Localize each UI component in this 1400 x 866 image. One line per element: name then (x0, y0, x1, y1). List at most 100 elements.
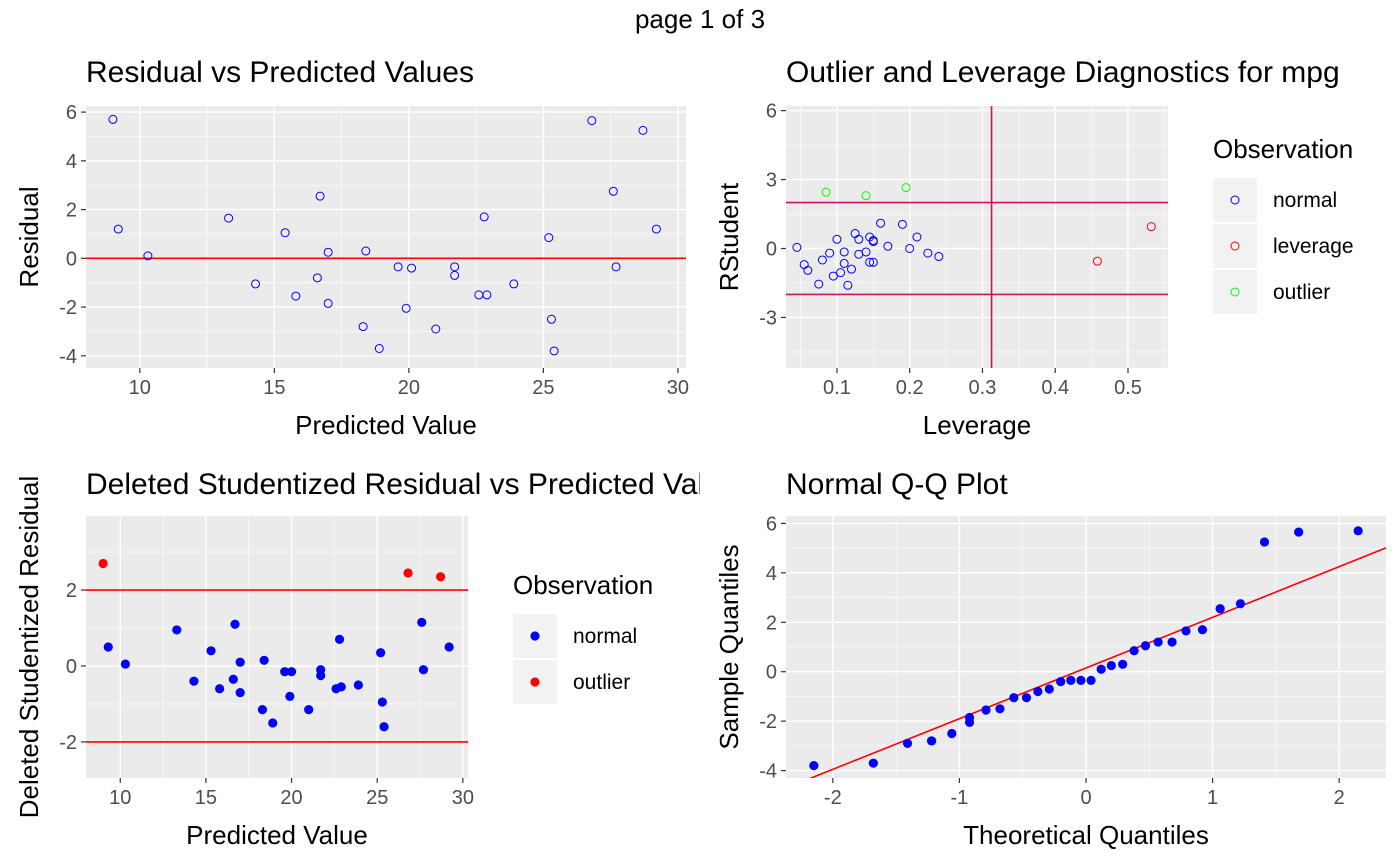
data-point (450, 270, 460, 280)
y-tick-label: 4 (66, 151, 77, 173)
normal-qq-chart: Normal Q-Q Plot -2 -1 0 1 2 -4 -2 0 2 4 6 Theoretica… (714, 468, 1386, 850)
chart-title: Residual vs Predicted Values (86, 56, 474, 89)
data-point-normal (876, 218, 886, 228)
x-axis-label: Predicted Value (186, 820, 368, 850)
data-point (1021, 693, 1032, 703)
data-point-normal (912, 232, 922, 242)
data-point-normal (883, 241, 893, 251)
y-tick-label: 3 (766, 170, 777, 192)
chart-title: Outlier and Leverage Diagnostics for mpg (786, 56, 1340, 89)
data-point (1009, 693, 1019, 703)
legend: Observation normal outlier (513, 570, 653, 704)
data-point-normal (228, 674, 238, 684)
page-title: page 1 of 3 (634, 4, 766, 34)
data-point-normal (417, 617, 427, 627)
data-point-normal (836, 268, 846, 278)
data-point-normal (230, 619, 240, 629)
data-point (1044, 684, 1054, 694)
data-point-normal (376, 648, 386, 658)
data-point (608, 186, 618, 196)
data-point-normal (868, 235, 878, 245)
legend-marker-outlier (530, 677, 540, 687)
x-tick-label: 30 (667, 377, 689, 399)
data-point-outlier (901, 183, 911, 193)
data-point-normal (923, 248, 933, 258)
data-point-normal (792, 242, 802, 252)
data-point (291, 291, 301, 301)
data-point (361, 246, 371, 256)
x-tick-label: 20 (280, 787, 302, 809)
legend-key (1213, 178, 1257, 222)
data-point-normal (897, 219, 907, 229)
legend: Observation normal leverage outlier (1213, 134, 1354, 314)
data-point-leverage (1092, 256, 1102, 266)
data-point-normal (868, 257, 878, 267)
data-point-normal (846, 264, 856, 274)
qq-reference-line (809, 547, 1386, 778)
data-point (323, 247, 333, 257)
legend-label-normal: normal (573, 625, 637, 648)
data-point (374, 344, 384, 354)
x-tick-label: 25 (532, 377, 554, 399)
x-tick-label: 0.2 (896, 377, 924, 399)
data-point-normal (215, 684, 225, 694)
data-point-normal (285, 691, 295, 701)
x-tick-label: 25 (366, 787, 388, 809)
data-point (113, 224, 123, 234)
data-point (1167, 637, 1177, 647)
data-point-normal (444, 642, 454, 652)
plot-panel (86, 106, 686, 368)
data-point (312, 273, 322, 283)
x-axis-label: Theoretical Quantiles (963, 820, 1209, 850)
data-point-normal (817, 255, 827, 265)
x-tick-label: 0.1 (823, 377, 851, 399)
x-tick-label: 10 (129, 377, 151, 399)
data-point-normal (280, 667, 290, 677)
x-tick-label: -2 (824, 787, 842, 809)
y-axis-label: Sample Quantiles (714, 544, 744, 749)
data-point-normal (235, 657, 245, 667)
y-tick-label: 0 (766, 662, 777, 684)
data-point-normal (286, 667, 297, 677)
y-axis-label: Deleted Studentized Residual (14, 476, 44, 819)
y-tick-label: 0 (66, 248, 77, 270)
data-point-normal (304, 705, 314, 715)
data-point (479, 212, 489, 222)
data-point (1033, 686, 1043, 697)
plot-panel (86, 516, 468, 778)
data-point (1235, 599, 1246, 609)
data-point-normal (865, 257, 875, 267)
x-axis-label: Leverage (923, 410, 1031, 440)
data-point-normal (172, 625, 182, 635)
legend-title: Observation (1213, 134, 1353, 164)
data-point-normal (839, 258, 849, 268)
data-point-outlier (403, 568, 413, 578)
legend-key (1213, 270, 1257, 314)
data-point (1096, 664, 1106, 674)
data-point (546, 314, 556, 324)
data-point-normal (861, 247, 871, 257)
data-point (224, 213, 234, 223)
data-point (902, 738, 913, 748)
data-point (280, 228, 290, 238)
data-point (509, 279, 519, 289)
data-point (1294, 527, 1304, 537)
data-point-outlier (435, 572, 446, 582)
x-tick-label: 0.5 (1114, 377, 1142, 399)
data-point (981, 705, 991, 715)
data-point-normal (206, 646, 216, 656)
data-point-normal (832, 234, 842, 244)
data-point (431, 324, 441, 334)
y-tick-label: 0 (766, 238, 777, 260)
data-point (482, 290, 492, 300)
data-point-outlier (821, 187, 831, 197)
y-tick-label: 0 (66, 656, 77, 678)
data-point (587, 116, 597, 126)
data-point-normal (905, 243, 915, 253)
data-point-outlier (861, 191, 871, 201)
data-point (611, 262, 621, 272)
data-point (964, 712, 975, 723)
data-point-normal (257, 705, 268, 715)
data-point-normal (120, 659, 130, 669)
y-tick-label: -4 (759, 761, 777, 783)
